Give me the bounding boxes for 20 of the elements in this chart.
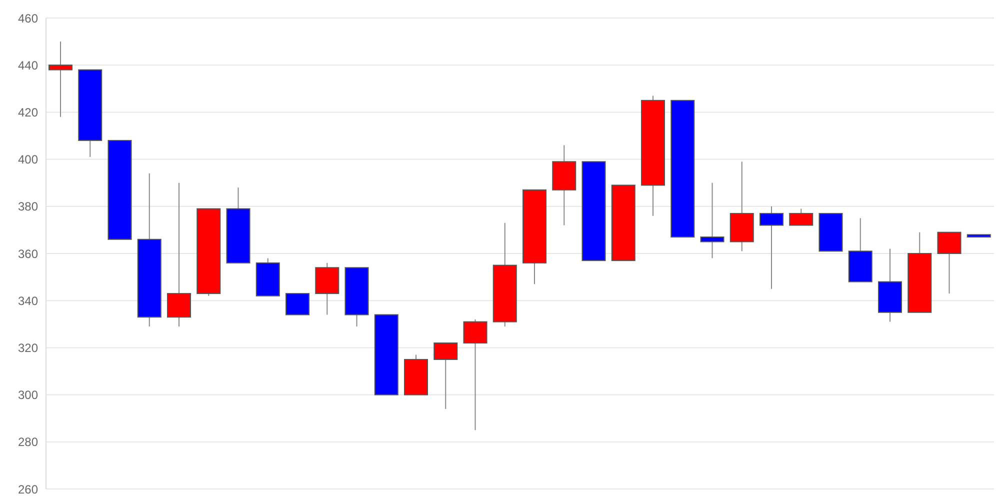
candlestick (760, 206, 784, 290)
y-tick-label: 440 (18, 58, 38, 72)
candlestick (286, 293, 310, 316)
candlestick (434, 342, 458, 410)
candlestick (48, 41, 72, 118)
y-tick-label: 340 (18, 294, 38, 308)
y-tick-label: 280 (18, 435, 38, 450)
y-tick-label: 300 (18, 388, 38, 402)
y-tick-label: 260 (18, 482, 38, 496)
candlestick (937, 232, 962, 294)
candlestick (789, 208, 814, 226)
y-tick-label: 460 (18, 11, 38, 26)
y-tick-label: 360 (18, 246, 38, 261)
y-tick-label: 400 (18, 152, 38, 167)
candlestick (167, 182, 191, 328)
y-tick-label: 380 (18, 200, 38, 214)
y-tick-label: 320 (18, 340, 38, 355)
y-tick-label: 420 (18, 105, 38, 120)
candlestick (700, 182, 724, 259)
candlestick (463, 318, 488, 431)
